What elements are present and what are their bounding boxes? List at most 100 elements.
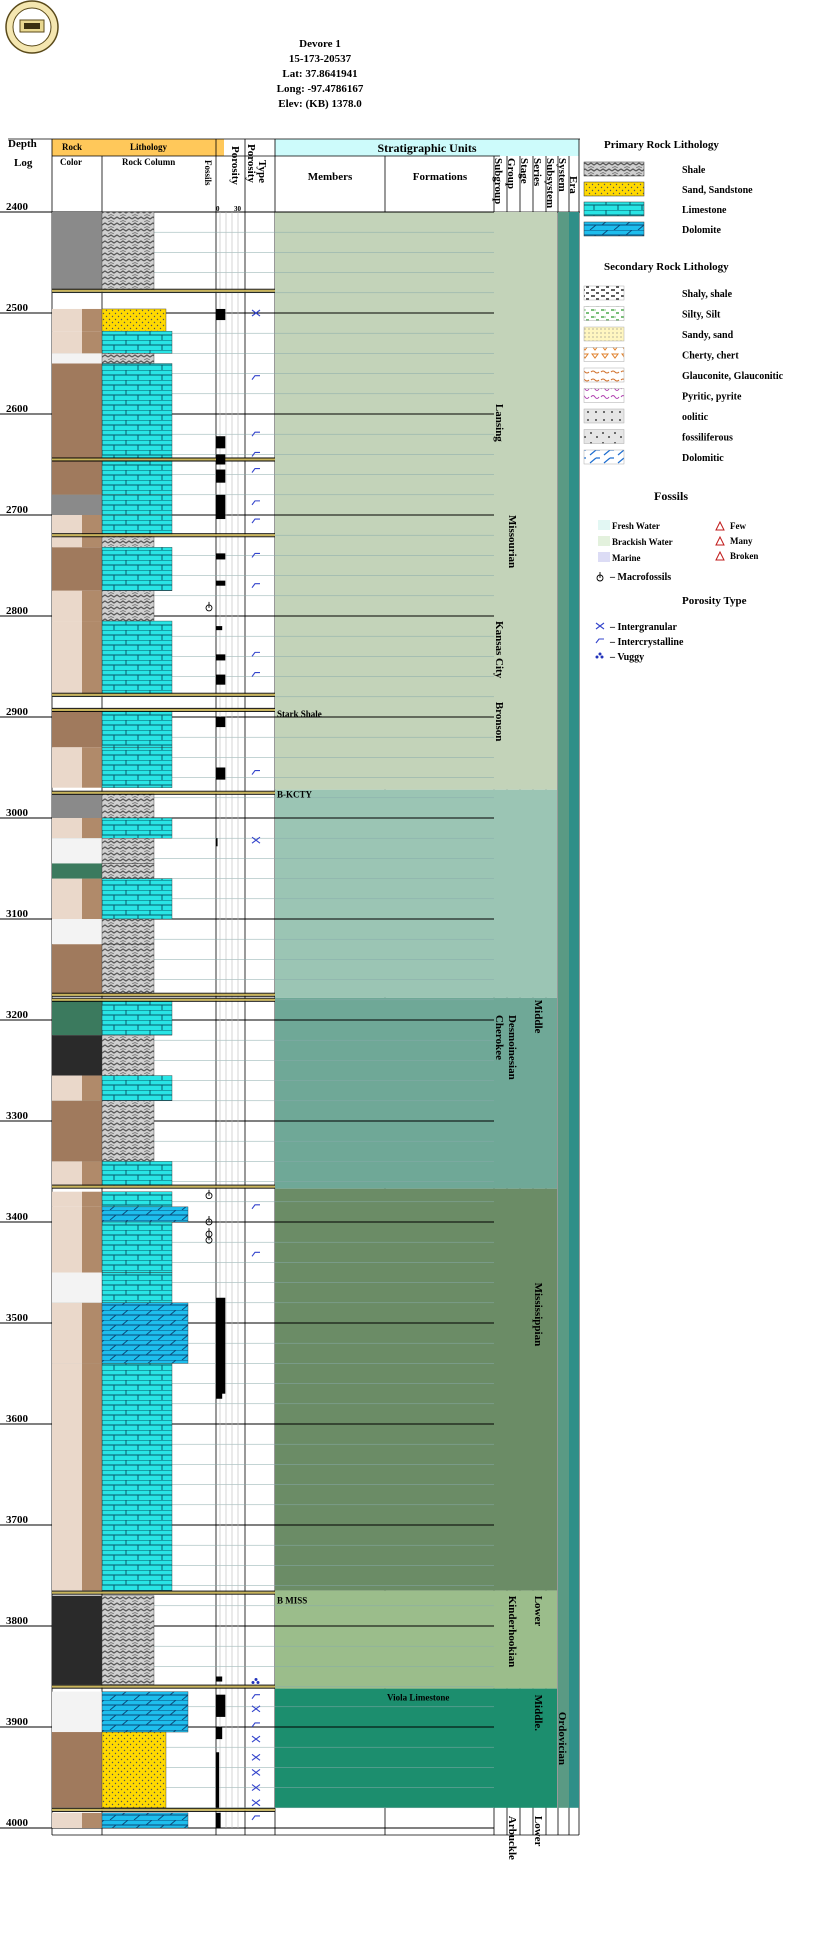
porosity-type-symbol-24 (251, 1815, 260, 1821)
depth-label-4000: 4000 (6, 1817, 29, 1829)
legend-porosity-label-0: – Intergranular (609, 622, 678, 633)
rock-color-9 (52, 590, 82, 622)
rock-color-dark-21 (82, 1035, 102, 1076)
well-api: 15-173-20537 (288, 53, 352, 65)
porosity-type-symbol-2-mark (251, 431, 260, 437)
rock-color-dark-0 (82, 212, 102, 291)
rock-color-7 (52, 535, 82, 548)
rock-column-3 (101, 353, 155, 364)
rock-column-5 (101, 494, 173, 516)
rock-column-31 (101, 1595, 155, 1685)
porosity-type-symbol-17-mark (251, 1705, 261, 1713)
porosity-type-symbol-2 (251, 431, 260, 437)
boundary-fill-9 (52, 1591, 275, 1594)
strat-fill-2 (275, 997, 557, 1189)
legend-env-swatch-0 (598, 520, 610, 530)
rock-color-22 (52, 1075, 82, 1101)
rock-color-dark-33 (82, 1732, 102, 1808)
rock-color-34 (52, 1812, 82, 1828)
rock-column-17 (101, 878, 173, 920)
porosity-bar-13 (216, 1297, 226, 1394)
member-label-1: B-KCTY (277, 790, 313, 800)
legend-secondary-title: Secondary Rock Lithology (604, 261, 729, 273)
legend-label-silty: Silty, Silt (682, 310, 721, 321)
series-label-2: Lower (532, 1596, 544, 1627)
porosity-type-symbol-23 (251, 1799, 261, 1807)
legend-swatch-dolomite (583, 221, 645, 237)
macrofossil-icon-0 (205, 601, 213, 612)
rock-color-dark-16 (82, 863, 102, 879)
rock-color-dark-11 (82, 709, 102, 748)
legend-swatch-sand (583, 181, 645, 197)
rock-color-dark-3 (82, 353, 102, 364)
stage-label-1: Desmoinesian (506, 1015, 518, 1080)
rock-color-14 (52, 818, 82, 839)
rock-column-11 (101, 709, 173, 748)
porosity-bar-15 (216, 1676, 223, 1682)
rock-color-dark-24 (82, 1161, 102, 1187)
legend-env-label-1: Brackish Water (612, 537, 673, 547)
porosity-type-symbol-7-mark (251, 552, 260, 558)
rock-color-13 (52, 792, 82, 818)
legend-label-shaly: Shaly, shale (682, 289, 733, 300)
legend-porosity-label-1: – Intercrystalline (609, 637, 684, 648)
header-labels: Depth Log Rock Color Lithology Rock Colu… (8, 138, 579, 213)
rock-color-24 (52, 1161, 82, 1187)
rock-color-dark-5 (82, 494, 102, 515)
rock-column-28 (101, 1272, 173, 1303)
era-header: Era (567, 176, 579, 194)
rock-color-dark-2 (82, 331, 102, 354)
rock-column-1 (101, 308, 167, 332)
legend-label-dolomite: Dolomite (682, 225, 721, 236)
legend-swatch-sandy (583, 326, 625, 342)
series-label-1: Mississippian (532, 1283, 544, 1347)
legend-abundance-label-0: Few (730, 521, 746, 531)
legend-label-sandy: Sandy, sand (682, 330, 734, 341)
depth-label-3300: 3300 (6, 1110, 29, 1122)
well-elevation: Elev: (KB) 1378.0 (278, 98, 362, 110)
rock-color-33 (52, 1732, 82, 1808)
rock-column-16 (101, 863, 155, 879)
group-header: Group (505, 158, 517, 189)
porosity-bar-17 (216, 1727, 223, 1740)
porosity-type-symbol-3-mark (251, 451, 260, 457)
rock-color-4 (52, 363, 82, 495)
porosity-type-symbol-7 (251, 552, 260, 558)
log-header: Log (14, 157, 33, 169)
legend-abundance-icon-2 (715, 550, 725, 561)
rock-color-10 (52, 621, 82, 695)
rock-color-dark-18 (82, 919, 102, 945)
legend-abundance-icon-0 (715, 520, 725, 531)
rock-column-26 (101, 1206, 189, 1223)
porosity-type-symbol-16-mark (251, 1694, 260, 1700)
series-label-0: Middle (532, 1000, 544, 1034)
porosity-bar-12 (216, 838, 218, 847)
legend-label-oolitic: oolitic (682, 412, 709, 423)
porosity-bar-3 (216, 469, 226, 483)
porosity-type-symbol-15-dot-a (251, 1681, 255, 1685)
porosity-type-symbol-8 (251, 583, 260, 589)
porosity-type-symbol-1 (251, 375, 260, 380)
rock-color-26 (52, 1206, 82, 1222)
legend-swatch-shaly (583, 285, 625, 301)
rock-color-19 (52, 944, 82, 995)
rock-color-dark-31 (82, 1595, 102, 1685)
member-label-2: B MISS (277, 1596, 307, 1606)
legend-env-swatch-1 (598, 536, 610, 546)
legend-porosity-symbol-0 (595, 622, 605, 630)
macrofossil-icon-4 (205, 1234, 213, 1244)
rock-color-dark-12 (82, 747, 102, 788)
strat-fill-5 (275, 1688, 557, 1808)
rock-column-8 (101, 547, 173, 591)
porosity-type-symbol-4 (251, 468, 260, 473)
porosity-type-symbol-15 (251, 1678, 260, 1685)
macrofossil-icon-1 (205, 1189, 213, 1200)
porosity-type-symbol-12 (251, 836, 261, 844)
legend-macrofossil-icon (596, 572, 604, 582)
legend-primary-title: Primary Rock Lithology (604, 139, 719, 151)
porosity-type-symbol-11 (251, 770, 260, 775)
porosity-bar-8 (216, 654, 226, 661)
rock-column-23 (101, 1100, 155, 1162)
stage-label-2: Kinderhookian (506, 1596, 518, 1668)
porosity-type-symbol-22-mark (251, 1784, 261, 1792)
